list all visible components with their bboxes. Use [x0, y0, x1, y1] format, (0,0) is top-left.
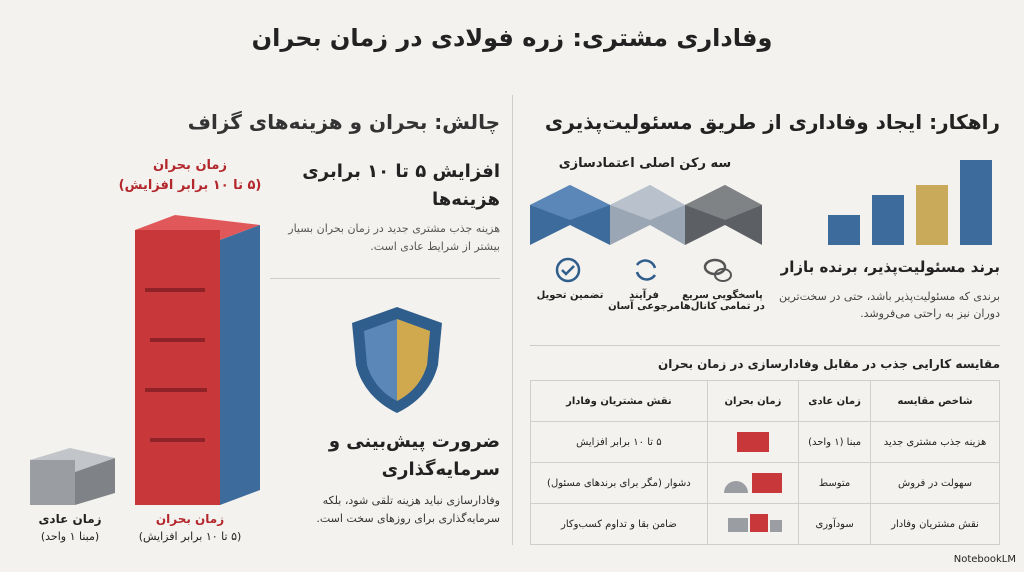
cell: متوسط — [798, 462, 871, 504]
invest-text: وفادارسازی نباید هزینه تلقی شود، بلکه سر… — [316, 494, 500, 525]
challenge-title: چالش: بحران و هزینه‌های گزاف — [187, 110, 500, 134]
row-label: نقش مشتریان وفادار — [870, 503, 1000, 545]
bar-graphic — [828, 160, 992, 245]
table-header: زمان بحران — [706, 380, 800, 422]
crisis-caption-note: (۵ تا ۱۰ برابر افزایش) — [138, 530, 242, 543]
row-label: هزینه جذب مشتری جدید — [870, 421, 1000, 463]
pillar-label: تضمین تحویل — [536, 290, 604, 301]
cell: مبنا (۱ واحد) — [798, 421, 871, 463]
invest-title: ضرورت پیش‌بینی و سرمایه‌گذاری — [328, 431, 500, 480]
cell: ضامن بقا و تداوم کسب‌وکار — [530, 503, 708, 545]
shield — [352, 307, 442, 413]
pillar-label: فرآیند مرجوعی آسان — [608, 290, 680, 312]
pillars-graphic — [530, 185, 762, 245]
brand-title: برند مسئولیت‌پذیر، برنده بازار — [780, 258, 1000, 276]
crisis-label: زمان بحران — [153, 158, 227, 173]
table-title: مقایسه کارایی جذب در مقابل وفادارسازی در… — [658, 357, 1000, 371]
cost-text: هزینه جذب مشتری جدید در زمان بحران بسیار… — [288, 222, 500, 253]
cell: سودآوری — [798, 503, 871, 545]
crisis-caption: زمان بحران — [155, 512, 225, 526]
normal-caption: زمان عادی — [38, 512, 102, 526]
pillar-icons — [555, 257, 732, 283]
solution-title: راهکار: ایجاد وفاداری از طریق مسئولیت‌پذ… — [544, 110, 1000, 134]
crisis-label-note: (۵ تا ۱۰ برابر افزایش) — [118, 178, 262, 193]
cell: دشوار (مگر برای برندهای مسئول) — [530, 462, 708, 504]
cost-graphic — [30, 215, 260, 505]
pillars-title: سه رکن اصلی اعتمادسازی — [558, 156, 732, 171]
pillar-label: پاسخگویی سریع در تمامی کانال‌ها — [680, 290, 765, 312]
footer-brand: NotebookLM — [953, 554, 1016, 565]
cell: ۵ تا ۱۰ برابر افزایش — [530, 421, 708, 463]
row-label: سهولت در فروش — [870, 462, 1000, 504]
brand-text: برندی که مسئولیت‌پذیر باشد، حتی در سخت‌ت… — [779, 290, 1000, 320]
cell-icon — [706, 503, 800, 545]
comparison-table: شاخص مقایسه زمان عادی زمان بحران نقش مشتریا… — [530, 380, 1000, 545]
table-header: شاخص مقایسه — [870, 380, 1000, 422]
table-header: زمان عادی — [798, 380, 871, 422]
cell-icon — [706, 421, 800, 463]
normal-caption-note: (مبنا ۱ واحد) — [40, 530, 100, 543]
title: وفاداری مشتری: زره فولادی در زمان بحران — [251, 24, 773, 52]
divider — [512, 95, 513, 545]
cell-icon — [706, 462, 800, 504]
divider — [530, 345, 1000, 346]
table-header: نقش مشتریان وفادار — [530, 380, 708, 422]
divider — [270, 278, 500, 279]
cost-title: افزایش ۵ تا ۱۰ برابری هزینه‌ها — [302, 161, 500, 210]
